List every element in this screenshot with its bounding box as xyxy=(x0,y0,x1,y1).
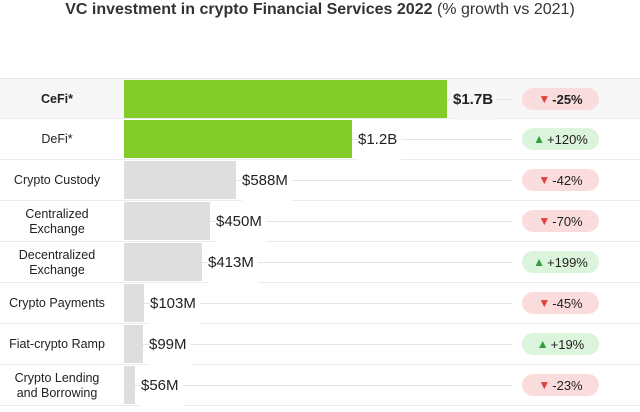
category-label: Fiat-crypto Ramp xyxy=(9,337,105,351)
category-label: Decentralized Exchange xyxy=(18,247,96,277)
down-triangle-icon: ▼ xyxy=(538,92,551,106)
up-triangle-icon: ▲ xyxy=(533,132,546,146)
guide-line xyxy=(236,180,512,181)
bar-row: DeFi* $1.2B ▲ +120% xyxy=(0,119,640,160)
growth-label: +199% xyxy=(547,254,588,270)
bar-row: Crypto Lending and Borrowing $56M ▼ -23% xyxy=(0,365,640,406)
growth-label: -70% xyxy=(552,213,583,229)
down-triangle-icon: ▼ xyxy=(538,296,551,310)
down-triangle-icon: ▼ xyxy=(538,378,551,392)
growth-label: -45% xyxy=(552,295,583,311)
value-label: $56M xyxy=(141,365,183,406)
chart-title-sub: (% growth vs 2021) xyxy=(436,1,575,18)
growth-badge: ▼ -42% xyxy=(522,169,599,191)
growth-badge: ▼ -25% xyxy=(522,88,599,110)
bar xyxy=(124,243,202,281)
growth-badge: ▲ +199% xyxy=(522,251,599,273)
growth-label: -25% xyxy=(552,91,583,107)
bar-row: Decentralized Exchange $413M ▲ +199% xyxy=(0,242,640,283)
growth-badge: ▼ -45% xyxy=(522,292,599,314)
bar xyxy=(124,366,135,404)
bar xyxy=(124,202,210,240)
category-label: DeFi* xyxy=(41,132,73,146)
down-triangle-icon: ▼ xyxy=(538,173,551,187)
growth-badge: ▲ +19% xyxy=(522,333,599,355)
value-label: $99M xyxy=(149,324,191,365)
category-label: Crypto Lending and Borrowing xyxy=(14,370,100,400)
growth-label: -42% xyxy=(552,172,583,188)
guide-line xyxy=(135,385,512,386)
bar-row: Crypto Payments $103M ▼ -45% xyxy=(0,283,640,324)
guide-line xyxy=(143,344,512,345)
bar-row: CeFi* $1.7B ▼ -25% xyxy=(0,78,640,120)
chart-title-main: VC investment in crypto Financial Servic… xyxy=(65,1,433,18)
growth-badge: ▲ +120% xyxy=(522,128,599,150)
up-triangle-icon: ▲ xyxy=(533,255,546,269)
bar xyxy=(124,325,143,363)
value-label: $103M xyxy=(150,283,200,324)
category-label: Crypto Payments xyxy=(9,296,105,310)
chart-title: VC investment in crypto Financial Servic… xyxy=(0,0,640,20)
bar xyxy=(124,120,352,158)
value-label: $588M xyxy=(242,160,292,201)
growth-label: +19% xyxy=(550,336,585,352)
category-label: Centralized Exchange xyxy=(25,206,89,236)
bar xyxy=(124,284,144,322)
growth-label: -23% xyxy=(552,377,583,393)
value-label: $413M xyxy=(208,242,258,283)
down-triangle-icon: ▼ xyxy=(538,214,551,228)
guide-line xyxy=(202,262,512,263)
growth-badge: ▼ -23% xyxy=(522,374,599,396)
bar-row: Fiat-crypto Ramp $99M ▲ +19% xyxy=(0,324,640,365)
up-triangle-icon: ▲ xyxy=(536,337,549,351)
value-label: $1.2B xyxy=(358,119,402,160)
bar-rows: CeFi* $1.7B ▼ -25% DeFi* $1.2B ▲ +120% Crypto Cu… xyxy=(0,78,640,406)
guide-line xyxy=(144,303,512,304)
bar xyxy=(124,80,447,118)
category-label: Crypto Custody xyxy=(13,173,101,187)
bar xyxy=(124,161,236,199)
bar-row: Crypto Custody $588M ▼ -42% xyxy=(0,160,640,201)
bar-row: Centralized Exchange $450M ▼ -70% xyxy=(0,201,640,242)
category-label: CeFi* xyxy=(41,92,73,106)
guide-line xyxy=(210,221,512,222)
growth-badge: ▼ -70% xyxy=(522,210,599,232)
guide-line xyxy=(352,139,512,140)
growth-label: +120% xyxy=(547,131,588,147)
value-label: $1.7B xyxy=(453,79,498,120)
value-label: $450M xyxy=(216,201,266,242)
